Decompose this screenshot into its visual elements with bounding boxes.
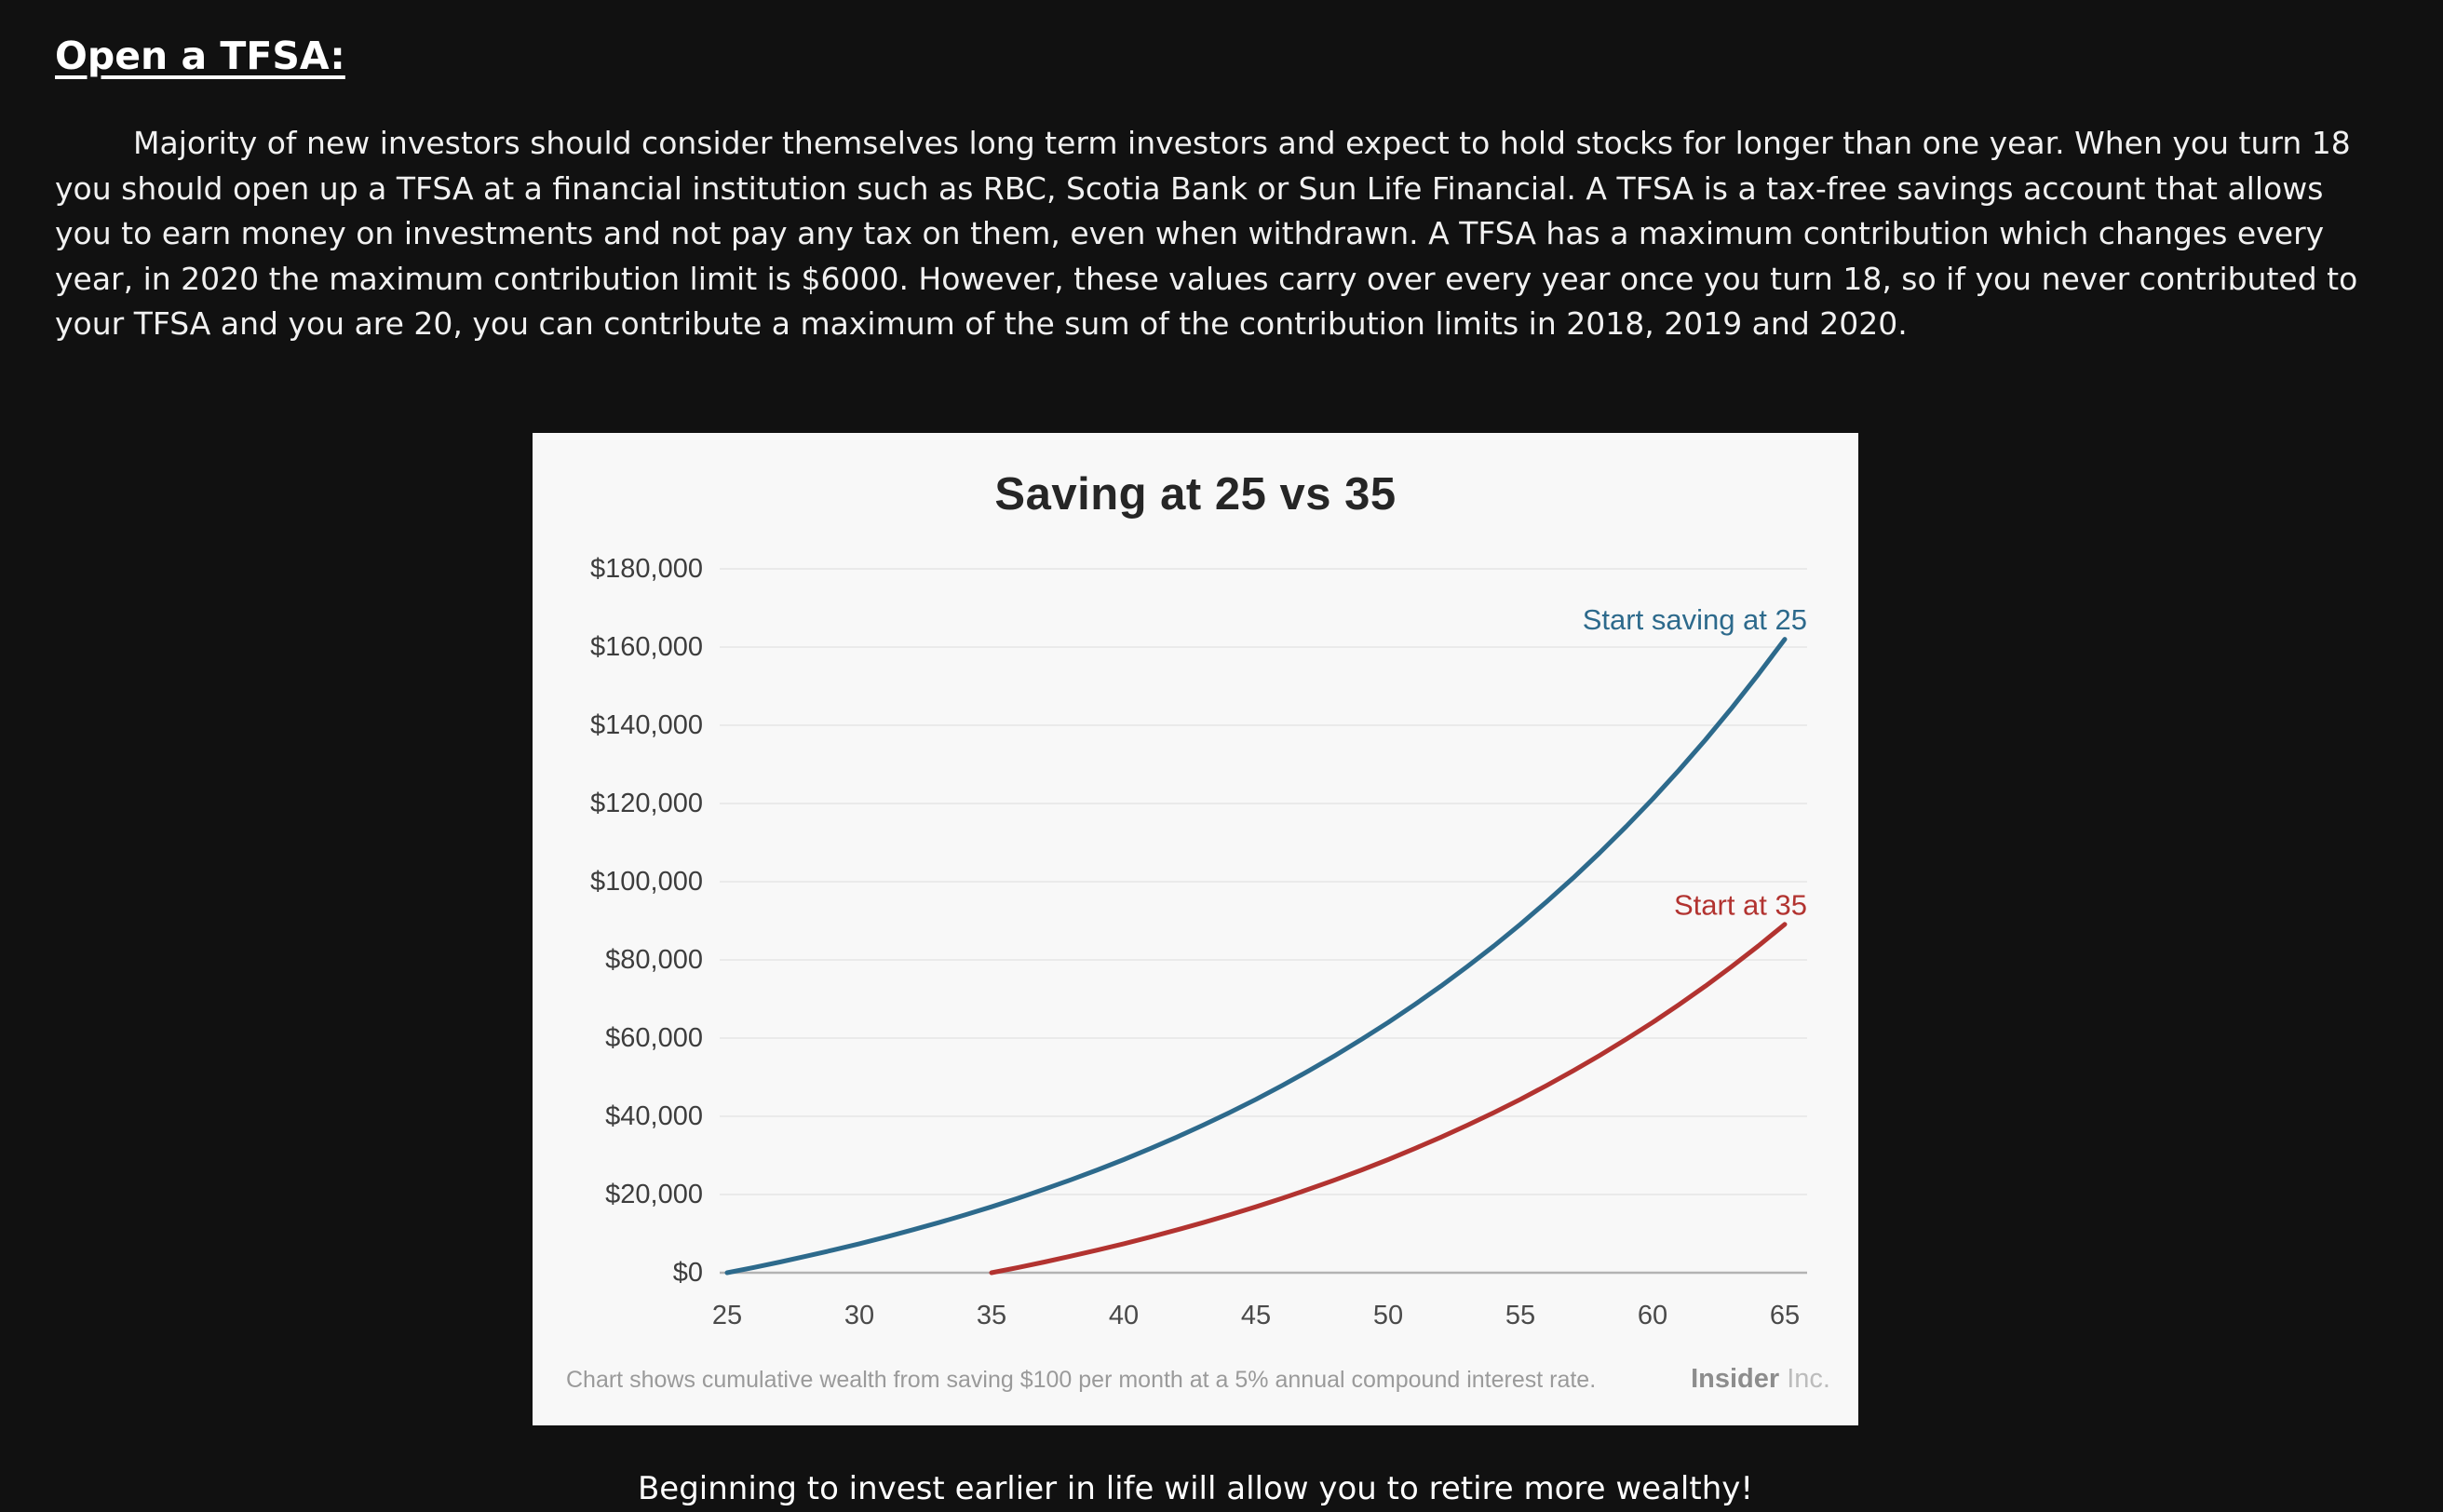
x-tick-label: 60 <box>1638 1301 1667 1330</box>
y-tick-label: $80,000 <box>605 945 703 975</box>
chart-source-note: Chart shows cumulative wealth from savin… <box>566 1367 1597 1393</box>
chart-figure: Saving at 25 vs 35 $0 $20,000 $40,000 $60,0… <box>533 433 1858 1507</box>
y-tick-label: $60,000 <box>605 1023 703 1053</box>
brand-inc: Inc. <box>1787 1364 1830 1394</box>
chart-card: Saving at 25 vs 35 $0 $20,000 $40,000 $60,0… <box>533 433 1858 1425</box>
x-tick-label: 35 <box>977 1301 1006 1330</box>
x-tick-label: 25 <box>712 1301 742 1330</box>
x-tick-label: 65 <box>1770 1301 1800 1330</box>
x-tick-label: 30 <box>844 1301 874 1330</box>
series-label-1: Start saving at 25 <box>1583 603 1807 636</box>
closing-caption: Beginning to invest earlier in life will… <box>637 1470 1754 1507</box>
y-tick-label: $160,000 <box>590 632 703 662</box>
y-tick-label: $100,000 <box>590 867 703 897</box>
y-tick-label: $180,000 <box>590 554 703 584</box>
y-tick-label: $20,000 <box>605 1180 703 1209</box>
brand-insider: Insider <box>1691 1364 1780 1394</box>
chart-title: Saving at 25 vs 35 <box>994 469 1397 520</box>
x-tick-label: 55 <box>1505 1301 1535 1330</box>
x-tick-label: 40 <box>1109 1301 1139 1330</box>
intro-paragraph: Majority of new investors should conside… <box>55 125 2358 342</box>
x-tick-label: 45 <box>1241 1301 1271 1330</box>
series-line-2 <box>989 922 1788 1276</box>
y-tick-label: $140,000 <box>590 710 703 740</box>
series-line-1 <box>724 637 1788 1276</box>
series-label-2: Start at 35 <box>1674 888 1807 921</box>
insider-brand-logo: Insider Inc. <box>1691 1364 1830 1395</box>
y-tick-label: $120,000 <box>590 789 703 818</box>
chart-plot: $0 $20,000 $40,000 $60,000 $80,000 $100,000 $1… <box>590 554 1807 1330</box>
chart-footer: Chart shows cumulative wealth from savin… <box>566 1364 1830 1395</box>
x-tick-label: 50 <box>1373 1301 1403 1330</box>
page-title: Open a TFSA: <box>55 34 345 78</box>
y-tick-label: $40,000 <box>605 1101 703 1131</box>
y-tick-label: $0 <box>673 1258 703 1288</box>
